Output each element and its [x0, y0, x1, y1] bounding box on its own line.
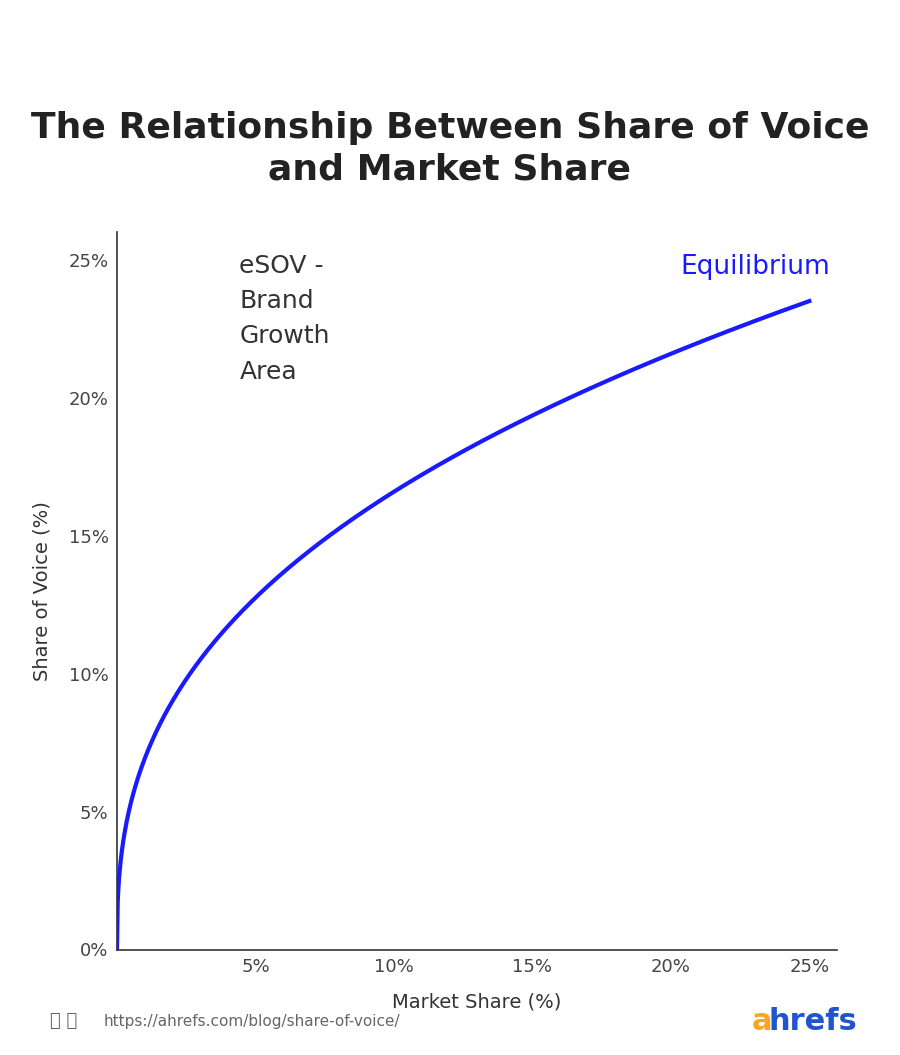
Y-axis label: Share of Voice (%): Share of Voice (%)	[33, 501, 52, 680]
Text: hrefs: hrefs	[769, 1006, 858, 1036]
Text: Equilibrium: Equilibrium	[680, 253, 830, 280]
Text: https://ahrefs.com/blog/share-of-voice/: https://ahrefs.com/blog/share-of-voice/	[104, 1014, 400, 1029]
Text: a: a	[752, 1006, 772, 1036]
Text: Ⓒ ⓘ: Ⓒ ⓘ	[50, 1012, 76, 1031]
Text: The Relationship Between Share of Voice
and Market Share: The Relationship Between Share of Voice …	[31, 111, 869, 187]
Text: eSOV -
Brand
Growth
Area: eSOV - Brand Growth Area	[239, 253, 330, 384]
X-axis label: Market Share (%): Market Share (%)	[392, 993, 562, 1012]
